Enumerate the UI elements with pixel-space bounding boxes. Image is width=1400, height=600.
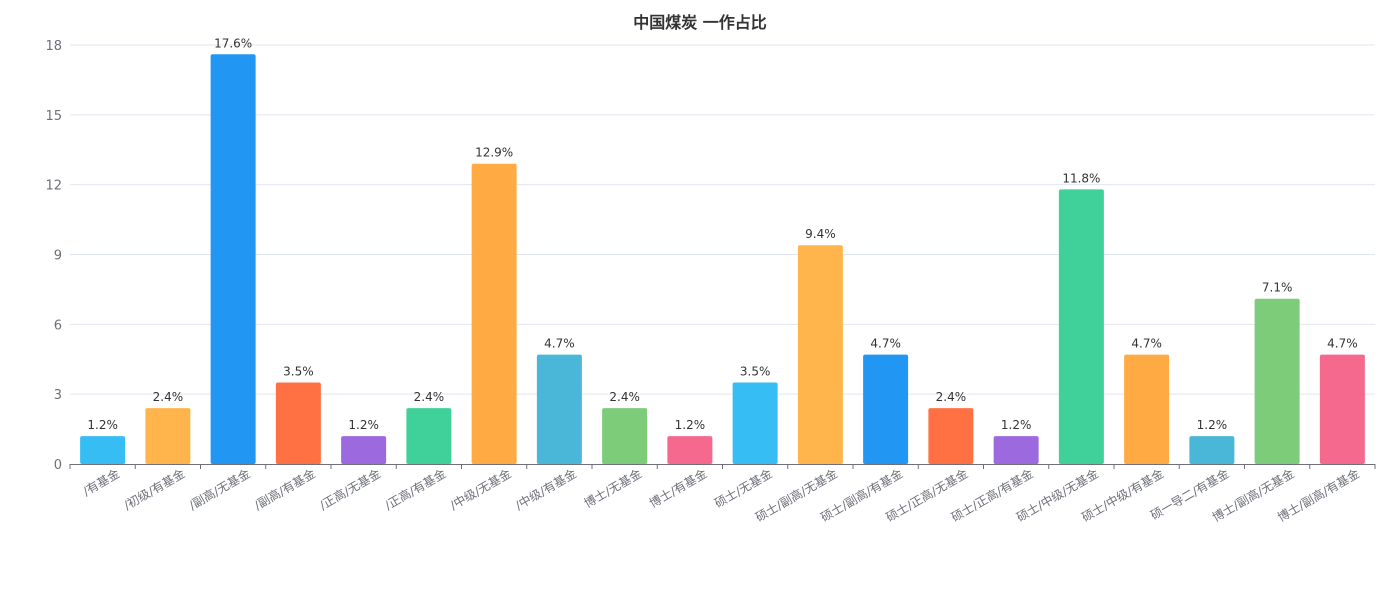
data-label: 9.4% [805, 227, 836, 241]
x-tick-label: /中级/无基金 [447, 466, 513, 513]
bar [1124, 354, 1170, 464]
x-tick-label: /正高/无基金 [317, 466, 383, 513]
data-label: 1.2% [675, 418, 706, 432]
data-label: 17.6% [214, 36, 252, 50]
data-label: 11.8% [1062, 171, 1100, 185]
data-label: 7.1% [1262, 281, 1293, 295]
y-tick-label: 12 [45, 179, 62, 194]
bar [80, 436, 126, 464]
data-label: 4.7% [1327, 337, 1358, 351]
chart-title: 中国煤炭 一作占比 [633, 13, 767, 32]
x-tick-label: 硕士/无基金 [712, 466, 775, 511]
bar [1254, 298, 1300, 464]
bar [471, 163, 517, 464]
bar [1058, 189, 1104, 465]
bar [210, 54, 256, 465]
x-tick-label: /副高/有基金 [251, 466, 317, 513]
bar [275, 382, 321, 464]
x-tick-label: 博士/无基金 [581, 466, 644, 511]
bar [341, 436, 387, 464]
y-tick-label: 6 [54, 318, 62, 333]
data-label: 3.5% [283, 365, 314, 379]
x-tick-label: /副高/无基金 [186, 466, 252, 513]
data-label: 1.2% [1197, 418, 1228, 432]
y-tick-label: 18 [45, 39, 62, 54]
x-tick-label: /有基金 [80, 466, 122, 499]
bar [863, 354, 909, 464]
bar [536, 354, 582, 464]
y-tick-label: 0 [54, 458, 62, 473]
data-label: 1.2% [1001, 418, 1032, 432]
bar [993, 436, 1039, 464]
bar [145, 408, 191, 464]
bar [602, 408, 648, 464]
bar [1189, 436, 1235, 464]
y-tick-label: 3 [54, 388, 62, 403]
data-label: 4.7% [1131, 337, 1162, 351]
x-tick-label: /中级/有基金 [512, 466, 578, 513]
data-label: 1.2% [348, 418, 379, 432]
data-label: 1.2% [87, 418, 118, 432]
data-label: 2.4% [414, 390, 445, 404]
data-label: 2.4% [609, 390, 640, 404]
bar [732, 382, 778, 464]
y-tick-label: 9 [54, 249, 62, 264]
data-label: 2.4% [153, 390, 184, 404]
bar [928, 408, 974, 464]
x-tick-label: /正高/有基金 [382, 466, 448, 513]
x-tick-label: 博士/有基金 [646, 466, 709, 511]
data-label: 4.7% [544, 337, 575, 351]
data-label: 3.5% [740, 365, 771, 379]
x-tick-label: /初级/有基金 [121, 466, 187, 513]
y-tick-label: 15 [45, 109, 62, 124]
data-label: 12.9% [475, 146, 513, 160]
bar [406, 408, 452, 464]
data-label: 2.4% [936, 390, 967, 404]
data-label: 4.7% [870, 337, 901, 351]
bar [797, 245, 843, 464]
bar [1319, 354, 1365, 464]
bar [667, 436, 713, 464]
